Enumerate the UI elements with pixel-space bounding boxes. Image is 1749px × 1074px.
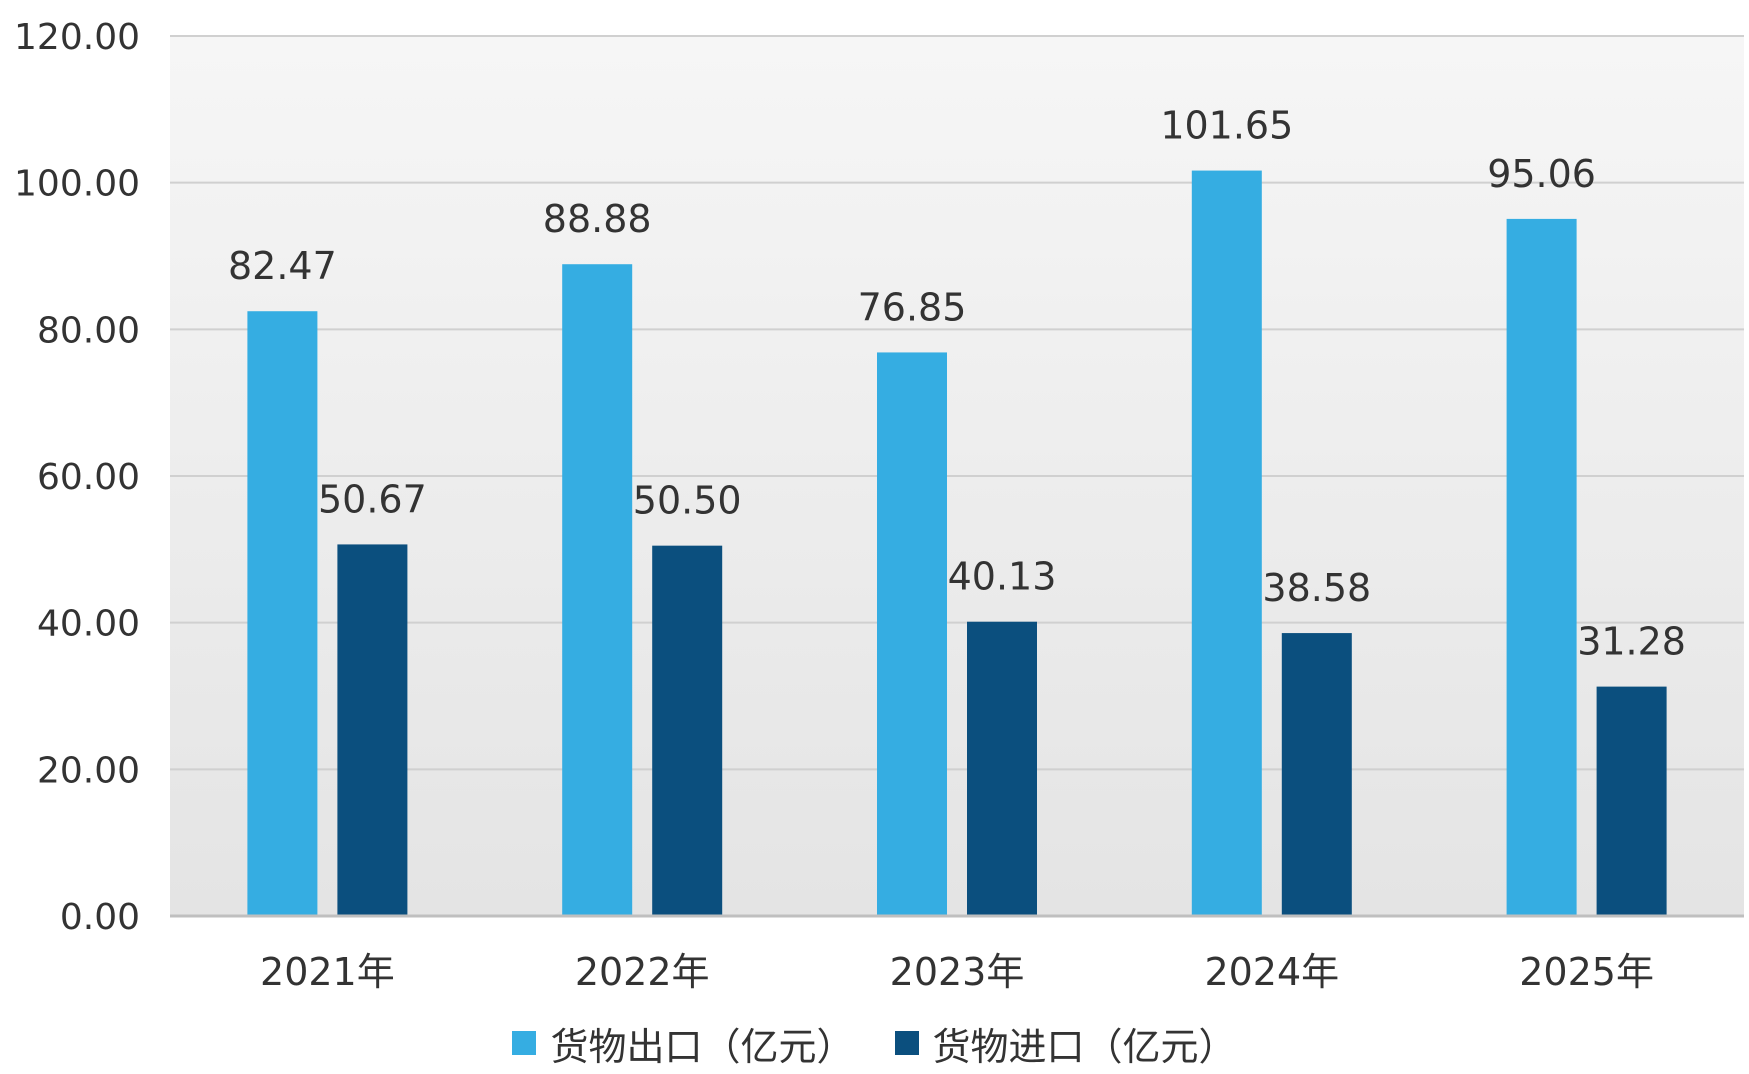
legend-item-import[interactable]: 货物进口（亿元） [894,1016,1237,1071]
bar-export[interactable] [1191,170,1262,917]
data-label-export: 101.65 [1160,104,1293,148]
x-tick-label: 2023年 [890,950,1025,994]
data-label-import: 50.50 [633,479,742,523]
x-tick-label: 2024年 [1204,950,1339,994]
legend-item-export[interactable]: 货物出口（亿元） [512,1016,855,1071]
y-tick-label: 0.00 [60,897,140,938]
legend-swatch-export [512,1031,537,1055]
bar-import[interactable] [652,545,723,916]
bar-export[interactable] [562,264,633,916]
bar-import[interactable] [1281,633,1352,916]
data-label-import: 40.13 [948,555,1057,599]
bar-export[interactable] [877,352,947,916]
y-tick-label: 120.00 [14,17,140,58]
data-label-import: 38.58 [1262,566,1371,610]
y-tick-label: 20.00 [37,750,140,791]
data-label-export: 82.47 [228,244,337,288]
legend-label-export: 货物出口（亿元） [550,1024,855,1069]
bar-import[interactable] [337,544,408,916]
x-tick-label: 2021年 [260,950,395,994]
legend-swatch-import [894,1031,919,1055]
bar-export[interactable] [1506,218,1577,917]
bar-import[interactable] [1596,686,1667,916]
x-tick-label: 2022年 [575,950,710,994]
data-label-import: 50.67 [318,477,427,521]
y-tick-label: 100.00 [14,164,140,205]
legend-label-import: 货物进口（亿元） [932,1024,1237,1069]
y-tick-label: 80.00 [37,310,140,351]
bar-export[interactable] [247,311,318,917]
legend: 货物出口（亿元） 货物进口（亿元） [0,1016,1749,1071]
data-label-export: 95.06 [1487,152,1596,196]
data-label-import: 31.28 [1577,620,1686,664]
y-tick-label: 40.00 [37,604,140,645]
data-label-export: 76.85 [858,285,967,329]
bar-import[interactable] [967,621,1037,916]
data-label-export: 88.88 [543,197,652,241]
y-tick-label: 60.00 [37,457,140,498]
x-tick-label: 2025年 [1519,950,1654,994]
